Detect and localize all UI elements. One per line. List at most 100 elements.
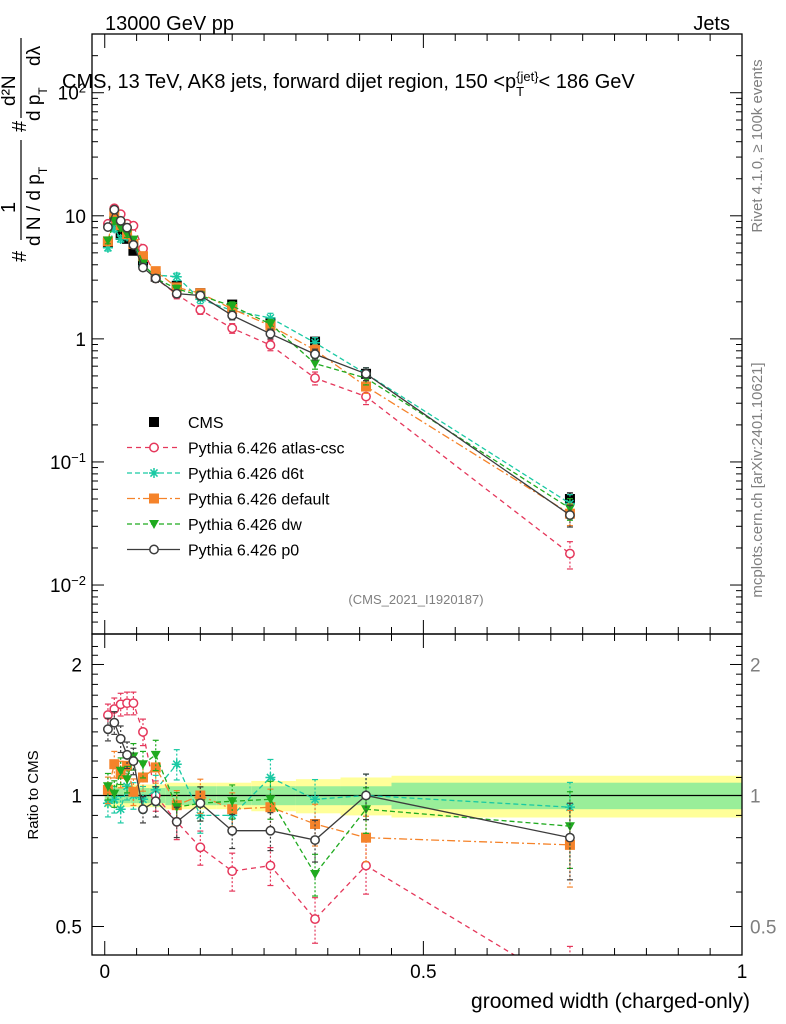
main-ytick-label-3: 10 (65, 207, 86, 228)
ratio-point-3-2 (115, 766, 126, 776)
legend-label-4: Pythia 6.426 dw (188, 517, 302, 534)
legend: CMS Pythia 6.426 atlas-csc Pythia 6.426 d6… (127, 415, 345, 560)
title-sup: {jet} (516, 69, 539, 84)
ratio-point-4-3 (122, 749, 132, 760)
ratio-point-3-5 (137, 760, 148, 770)
ratio-point-3-11 (310, 870, 321, 880)
title-main: CMS, 13 TeV, AK8 jets, forward dijet reg… (62, 71, 516, 93)
ylabel-hash-1: # (9, 250, 31, 262)
main-point-5-7 (171, 288, 182, 299)
main-ytick-label-2: 1 (75, 330, 86, 351)
header-left: 13000 GeV pp (105, 13, 234, 35)
legend-entry-1: Pythia 6.426 atlas-csc (127, 441, 345, 458)
main-point-3-12 (361, 381, 372, 392)
ratio-point-0-11 (310, 914, 320, 925)
ratio-point-3-12 (361, 805, 372, 815)
main-ytick-base-0: 10 (50, 576, 71, 597)
ylabel-dp-text: d p (24, 95, 45, 121)
ratio-point-4-8 (195, 798, 206, 809)
main-point-5-3 (122, 222, 132, 233)
main-point-5-5 (138, 262, 148, 273)
y-axis-label-main: # 1 d N / d pT # d²N d pT dλ (0, 38, 50, 262)
ratio-ytick-label-left-0: 0.5 (56, 917, 82, 938)
ratio-point-3-9 (227, 797, 238, 807)
ratio-point-1-6 (150, 784, 161, 795)
legend-entry-5: Pythia 6.426 p0 (127, 543, 299, 560)
main-point-1-9 (227, 323, 238, 334)
main-line-1 (107, 207, 571, 555)
main-point-2-0 (102, 242, 113, 253)
legend-marker-1 (149, 442, 159, 453)
main-point-1-10 (265, 340, 276, 351)
ratio-point-3-13 (564, 822, 575, 832)
ylabel-d2N: d²N (0, 75, 20, 106)
main-ytick-label-0: 10−2 (50, 573, 86, 598)
main-point-4-3 (122, 230, 133, 240)
ylabel-dp-sub: T (36, 87, 50, 95)
main-point-2-1 (109, 223, 120, 234)
main-point-1-11 (310, 373, 320, 384)
legend-entry-3: Pythia 6.426 default (127, 492, 330, 509)
title-sub: T (516, 84, 524, 99)
legend-marker-3 (149, 493, 159, 504)
ratio-point-1-1 (109, 794, 120, 805)
ratio-point-4-11 (310, 835, 320, 845)
xtick-label-0: 0 (99, 962, 110, 983)
main-point-0-4 (128, 245, 139, 256)
main-point-5-0 (102, 222, 113, 233)
legend-marker-4 (149, 520, 159, 529)
ratio-point-1-11 (310, 794, 321, 805)
legend-label-1: Pythia 6.426 atlas-csc (188, 441, 345, 458)
main-ytick-base-3: 10 (65, 207, 86, 228)
ratio-point-4-12 (361, 790, 371, 801)
main-line-2 (107, 226, 571, 505)
main-ytick-base-1: 10 (50, 453, 71, 474)
legend-entry-0: CMS (149, 415, 224, 432)
main-point-3-6 (150, 266, 161, 277)
main-ytick-label-4: 102 (58, 80, 86, 105)
main-line-5 (107, 208, 571, 516)
ratio-point-4-2 (115, 733, 126, 744)
header-right: Jets (693, 13, 730, 35)
xtick-label-2: 1 (737, 962, 748, 983)
main-point-5-2 (115, 215, 126, 226)
main-point-4-10 (265, 320, 276, 330)
main-point-1-13 (564, 548, 575, 559)
main-ytick-exp-0: −2 (71, 573, 86, 588)
main-point-5-10 (265, 328, 276, 339)
ratio-point-3-10 (265, 795, 276, 805)
ratio-point-4-1 (109, 717, 120, 728)
main-point-4-11 (310, 359, 321, 369)
main-point-3-5 (137, 251, 148, 262)
ratio-ytick-label-left-1: 1 (71, 786, 82, 807)
legend-marker-2 (149, 468, 159, 478)
main-series-1 (102, 203, 575, 570)
ratio-point-0-9 (227, 866, 238, 877)
ratio-point-4-4 (128, 756, 139, 766)
ratio-point-1-7 (171, 759, 182, 770)
main-point-2-7 (171, 271, 182, 282)
xtick-label-1: 0.5 (410, 962, 436, 983)
legend-marker-5 (149, 544, 159, 555)
main-point-1-8 (195, 304, 206, 315)
main-point-5-4 (128, 239, 139, 250)
ratio-point-2-12 (361, 832, 372, 843)
ratio-point-4-0 (102, 724, 113, 735)
main-point-2-10 (265, 312, 276, 323)
ratio-point-3-1 (109, 789, 120, 799)
ratio-point-4-9 (227, 825, 238, 836)
main-series-group (102, 203, 575, 570)
ratio-point-0-12 (361, 860, 371, 871)
legend-entry-4: Pythia 6.426 dw (127, 517, 302, 534)
main-ytick-exp-1: −1 (71, 449, 86, 464)
ratio-point-2-4 (128, 786, 139, 797)
ratio-series-0 (102, 691, 573, 955)
main-point-4-0 (102, 236, 113, 246)
main-point-5-11 (310, 349, 320, 360)
main-point-4-13 (564, 504, 575, 514)
ratio-ytick-label-right-0: 0.5 (750, 917, 776, 938)
legend-entry-2: Pythia 6.426 d6t (127, 466, 304, 483)
main-point-5-9 (227, 310, 238, 321)
ratio-point-0-8 (195, 842, 206, 853)
